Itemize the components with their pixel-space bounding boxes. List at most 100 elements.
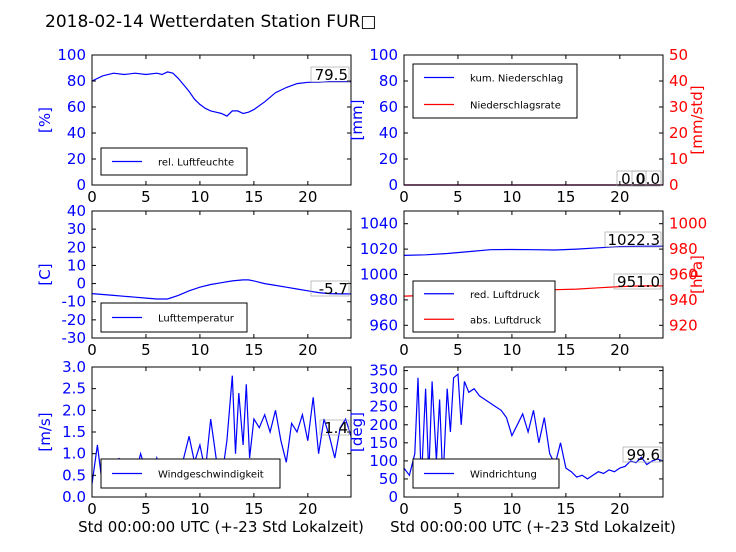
plot-frame [403,366,664,498]
y-tick-label: 1.5 [62,423,86,441]
y-tick-label: 2.0 [62,401,86,419]
x-tick-label: 0 [399,188,409,206]
y-tick-label: 20 [67,238,86,256]
panel-wind_direction: 0 5 10 15 20050100150200250300350[deg]Windri… [348,362,664,518]
x-tick-label: 20 [298,188,317,206]
x-tick-label: 15 [244,500,263,518]
latest-value-label: 0.0 [621,170,645,188]
legend-label: Windrichtung [470,470,537,481]
series-line-humidity-0 [91,71,351,117]
y-tick-label: 1040 [360,215,398,233]
latest-value-label: 99.6 [627,446,660,464]
plot-frame [91,54,352,186]
plot-frame [403,54,664,186]
y-tick-label-right: 1000 [669,215,707,233]
x-tick-label: 5 [453,500,463,518]
y-tick-label: -10 [62,293,87,311]
y-tick-label-right: 980 [669,240,698,258]
latest-value-label: -5.7 [319,280,348,298]
legend-label: red. Luftdruck [470,290,540,301]
latest-value-label: 79.5 [315,66,348,84]
y-tick-label: 100 [57,46,86,64]
annotation-box [310,66,350,83]
panel-precipitation: 0 5 10 15 20 0 20 40 60 80 100 0 10 20 30 40 50 [mm] [mm/s… [348,46,706,206]
annotation-box [613,273,662,290]
x-tick-label: 15 [556,188,575,206]
y-tick-label-right: 10 [669,150,688,168]
x-tick-label: 20 [610,188,629,206]
panel-humidity: 0 5 10 15 20 0 20 40 60 80 100 [%] rel. Luftfeuchte 7… [36,46,352,206]
y-tick-label: 3.0 [62,358,86,376]
y-tick-label: 30 [67,220,86,238]
y-tick-label: 300 [369,380,398,398]
legend-box [412,63,578,119]
y-tick-label: 80 [379,72,398,90]
legend-label: Niederschlagsrate [470,101,561,112]
x-tick-label: 0 [87,188,97,206]
y-tick-label: 10 [67,256,86,274]
y-tick-label: 980 [369,291,398,309]
y-tick-label: 60 [379,98,398,116]
y-axis-label: [mm] [348,100,366,141]
y-tick-label: 150 [369,434,398,452]
y-axis-label: [deg] [348,412,366,452]
y-tick-label: 0 [388,488,398,506]
x-tick-label: 20 [298,500,317,518]
x-tick-label: 10 [190,188,209,206]
x-tick-label: 5 [141,500,151,518]
y-tick-label: 50 [379,470,398,488]
x-tick-label: 0 [87,341,97,359]
legend-box [412,280,556,333]
y-axis-label: [C] [36,263,54,285]
annotation-box [622,446,662,463]
legend-label: abs. Luftdruck [470,315,541,326]
x-tick-label: 10 [502,188,521,206]
x-tick-label: 20 [610,341,629,359]
x-tick-label: 20 [298,341,317,359]
series-line-pressure-0 [403,245,663,256]
figure-title: 2018-02-14 Wetterdaten Station FUR□ [45,12,376,32]
y-tick-label-right: 940 [669,291,698,309]
x-axis-label-left: Std 00:00:00 UTC (+-23 Std Lokalzeit) [78,518,364,536]
y-tick-label: 80 [67,72,86,90]
x-tick-label: 0 [399,341,409,359]
y-tick-label: 60 [67,98,86,116]
legend-label: Lufttemperatur [158,314,235,325]
y-tick-label: 0 [76,176,86,194]
y-tick-label: 20 [379,150,398,168]
x-tick-label: 15 [556,500,575,518]
panel-wind_speed: 0 5 10 15 20 0.0 0.5 1.0 1.5 2.0 2.5 3.0 [m/s] Windge… [36,358,352,518]
y-tick-label: 40 [67,124,86,142]
latest-value-label: 1.4 [324,419,348,437]
y-tick-label: 1.0 [62,445,86,463]
legend-label: rel. Luftfeuchte [158,158,234,169]
legend-label: kum. Niederschlag [470,74,563,85]
y-tick-label-right: 40 [669,72,688,90]
x-tick-label: 15 [556,341,575,359]
x-tick-label: 5 [453,188,463,206]
x-tick-label: 10 [190,341,209,359]
x-tick-label: 5 [141,188,151,206]
y-tick-label: 100 [369,452,398,470]
y-tick-label: 20 [67,150,86,168]
y-tick-label: 1000 [360,266,398,284]
x-tick-label: 15 [244,341,263,359]
x-tick-label: 0 [87,500,97,518]
y-axis-label-right: [mm/std] [688,85,706,154]
y-tick-label: 250 [369,398,398,416]
y-tick-label: 2.5 [62,380,86,398]
legend-label: Windgeschwindigkeit [158,470,264,481]
x-axis-label-right: Std 00:00:00 UTC (+-23 Std Lokalzeit) [390,518,676,536]
y-axis-label-right: [hPa] [688,255,706,294]
annotation-box [319,419,350,436]
y-tick-label: 0.0 [62,488,86,506]
x-tick-label: 0 [399,500,409,518]
y-tick-label: 350 [369,362,398,380]
y-tick-label: 1020 [360,240,398,258]
plot-frame [91,210,352,339]
y-tick-label: 40 [67,202,86,220]
x-tick-label: 10 [190,500,209,518]
annotation-box [631,170,662,187]
y-tick-label-right: 960 [669,266,698,284]
